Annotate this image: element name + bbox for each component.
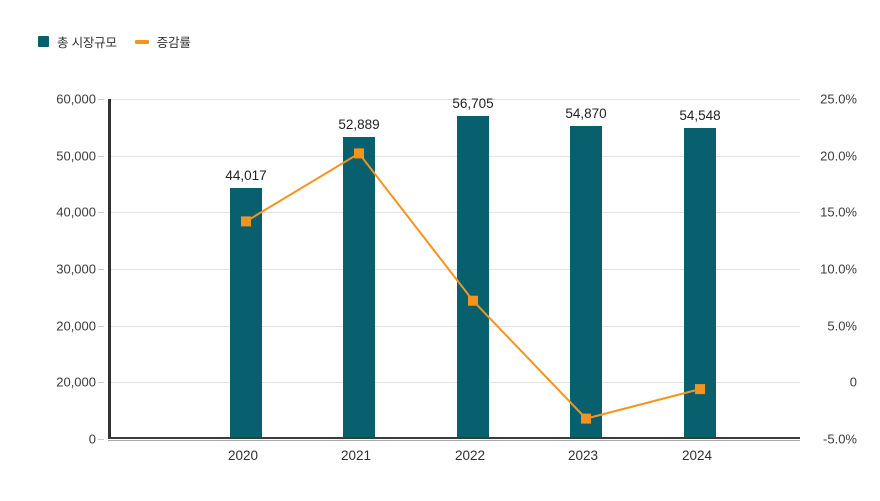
- y-axis-tick: [98, 269, 104, 270]
- y-axis-right-label: 0: [849, 374, 857, 390]
- legend-item-growth-rate[interactable]: 증감률: [134, 32, 191, 51]
- line-series-swatch: [134, 39, 149, 44]
- bar-value-label-2021: 52,889: [338, 117, 380, 132]
- y-axis-left-label: 20,000: [56, 318, 96, 334]
- growth-rate-line: [245, 152, 701, 420]
- y-axis-right-label: 10.0%: [820, 261, 857, 277]
- y-axis-tick: [98, 326, 104, 327]
- gridline: [111, 212, 800, 213]
- y-axis-left-label: 0: [88, 431, 96, 447]
- gridline: [111, 156, 800, 157]
- x-axis: 2020 2021 2022 2023 2024: [108, 448, 800, 468]
- y-axis-left-label: 20,000: [56, 374, 96, 390]
- y-axis-left-label: 30,000: [56, 261, 96, 277]
- line-marker-2022[interactable]: [468, 295, 478, 306]
- line-marker-2024[interactable]: [695, 384, 705, 395]
- bar-2022[interactable]: [457, 116, 489, 437]
- legend-label-growth-rate: 증감률: [156, 36, 191, 50]
- x-axis-line-shadow: [108, 439, 800, 441]
- bar-value-label-2024: 54,548: [679, 108, 721, 123]
- x-axis-label-2020: 2020: [227, 448, 259, 463]
- y-axis-right-label: 20.0%: [820, 148, 857, 164]
- y-axis-right-label: 15.0%: [820, 204, 857, 220]
- y-axis-left-label: 60,000: [56, 91, 96, 107]
- plot-area: 44,017 52,889 56,705 54,870 54,548: [98, 96, 800, 441]
- x-axis-label-2023: 2023: [567, 448, 599, 463]
- y-axis-left: 60,000 50,000 40,000 30,000 20,000 20,000 0: [0, 92, 96, 447]
- y-axis-tick: [98, 382, 104, 383]
- bar-value-label-2020: 44,017: [225, 168, 267, 183]
- y-axis-tick: [98, 99, 104, 100]
- growth-line-layer: [241, 148, 705, 424]
- gridline: [111, 326, 800, 327]
- y-axis-right-label: 5.0%: [827, 318, 857, 334]
- gridline: [111, 382, 800, 383]
- line-marker-2021[interactable]: [354, 148, 364, 159]
- bar-2023[interactable]: [570, 126, 602, 437]
- y-axis-tick: [98, 212, 104, 213]
- y-axis-right-label: -5.0%: [823, 431, 857, 447]
- bar-value-label-2022: 56,705: [452, 96, 494, 111]
- bar-value-label-2023: 54,870: [565, 106, 607, 121]
- x-axis-label-2024: 2024: [681, 448, 713, 463]
- legend: 총 시장규모 증감률: [38, 32, 191, 51]
- y-axis-tick: [98, 439, 104, 440]
- y-axis-right: 25.0% 20.0% 15.0% 10.0% 5.0% 0 -5.0%: [807, 92, 857, 447]
- y-axis-left-label: 50,000: [56, 148, 96, 164]
- gridline: [111, 99, 800, 100]
- y-axis-tick: [98, 156, 104, 157]
- line-marker-2020[interactable]: [241, 216, 251, 227]
- bar-2020[interactable]: [230, 188, 262, 437]
- x-axis-label-2022: 2022: [454, 448, 486, 463]
- x-axis-label-2021: 2021: [340, 448, 372, 463]
- y-axis-left-label: 40,000: [56, 204, 96, 220]
- bar-series-swatch: [38, 36, 49, 47]
- legend-item-total-market-size[interactable]: 총 시장규모: [38, 32, 117, 51]
- legend-label-total-market-size: 총 시장규모: [57, 36, 117, 50]
- y-axis-right-label: 25.0%: [820, 91, 857, 107]
- line-marker-2023[interactable]: [581, 413, 591, 424]
- bar-2021[interactable]: [343, 137, 375, 437]
- gridline: [111, 269, 800, 270]
